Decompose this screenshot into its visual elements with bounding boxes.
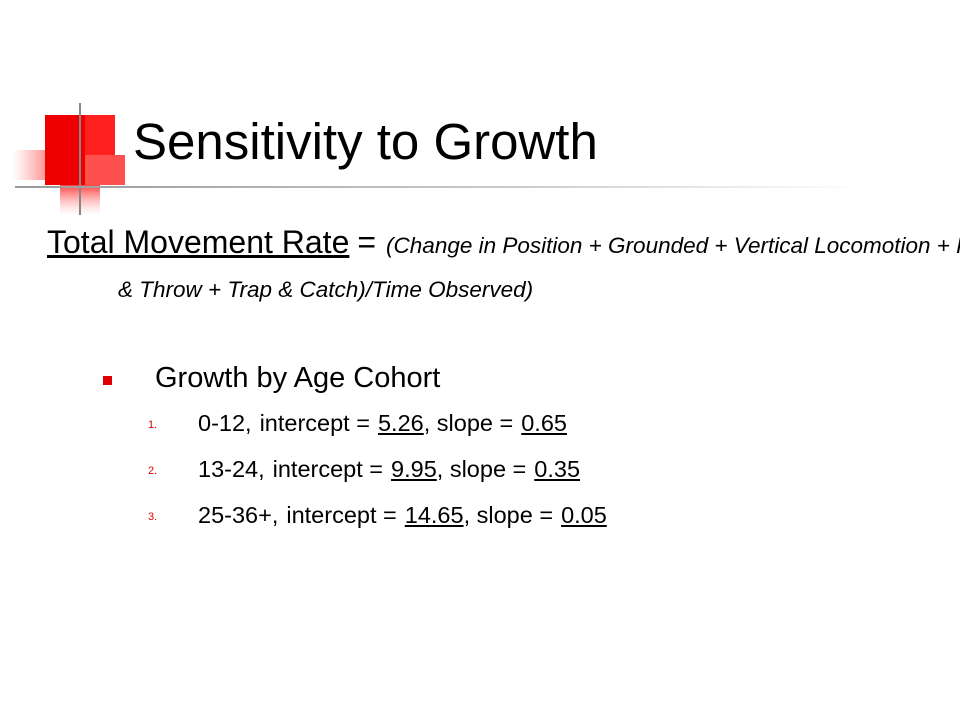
cohort: 13-24, bbox=[198, 456, 265, 482]
item-number: 1. bbox=[148, 418, 158, 431]
intercept: 5.26 bbox=[377, 410, 424, 436]
item-number: 3. bbox=[148, 510, 158, 523]
intercept-label: intercept = bbox=[286, 502, 397, 528]
decoration bbox=[12, 103, 865, 215]
slope-label: , slope = bbox=[463, 502, 554, 528]
slope-label: , slope = bbox=[423, 410, 514, 436]
term: Total Movement Rate bbox=[47, 224, 350, 260]
item: 3. 25-36+, intercept = 14.65, slope = 0.05 bbox=[148, 502, 607, 529]
cohort: 25-36+, bbox=[198, 502, 279, 528]
intercept-label: intercept = bbox=[259, 410, 370, 436]
definition: (Change in Position + Grounded + Vertica… bbox=[118, 233, 960, 302]
formula: Total Movement Rate = (Change in Position … bbox=[47, 222, 960, 313]
equals: = bbox=[357, 224, 377, 260]
bullet-marker bbox=[103, 376, 112, 385]
item: 1. 0-12, intercept = 5.26, slope = 0.65 bbox=[148, 410, 567, 437]
slope-label: , slope = bbox=[436, 456, 527, 482]
intercept: 9.95 bbox=[391, 456, 437, 482]
slope: 0.65 bbox=[521, 410, 567, 436]
intercept-label: intercept = bbox=[272, 456, 384, 482]
slope: 0.35 bbox=[534, 456, 581, 482]
slope: 0.05 bbox=[561, 502, 607, 528]
item-number: 2. bbox=[148, 464, 158, 477]
item: 2. 13-24, intercept = 9.95, slope = 0.35 bbox=[148, 456, 580, 483]
title: Sensitivity to Growth bbox=[133, 113, 598, 170]
intercept: 14.65 bbox=[404, 502, 464, 528]
bullet: Growth by Age Cohort bbox=[155, 362, 441, 394]
cohort: 0-12, bbox=[198, 410, 252, 436]
